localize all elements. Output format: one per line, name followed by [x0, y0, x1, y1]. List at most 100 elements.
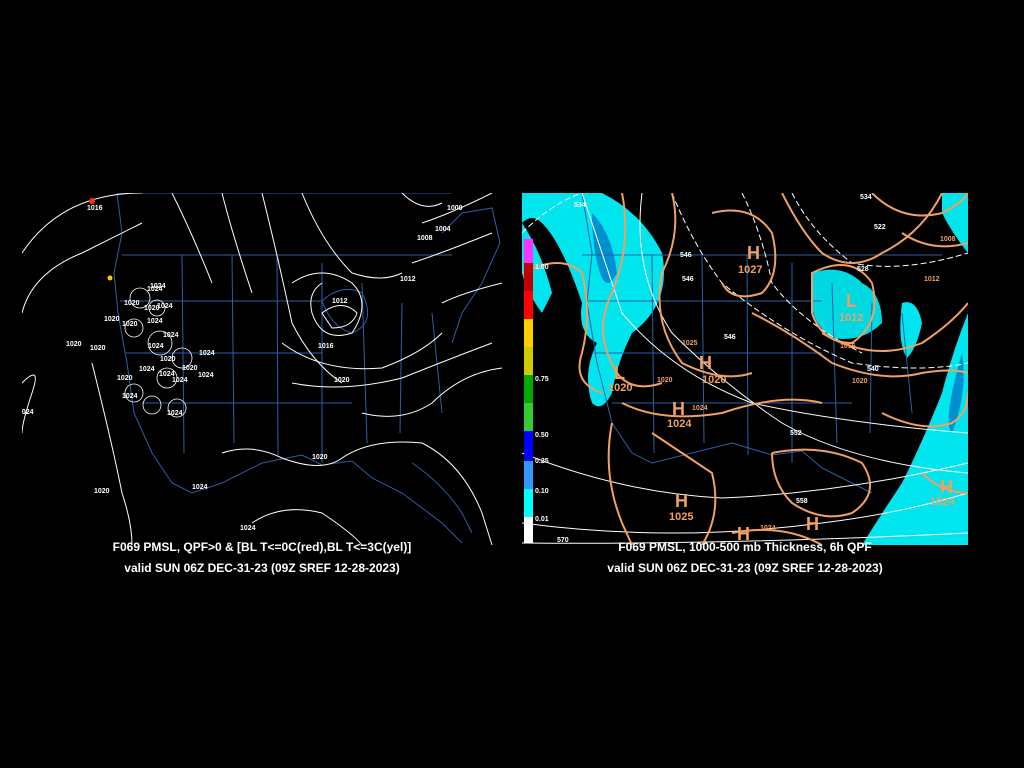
scale-label: 0.50 — [535, 432, 549, 439]
isobar-label: 1020 — [852, 378, 868, 385]
isobar-label: 1024 — [172, 377, 188, 384]
right-map-panel: 1.00 0.75 0.50 0.25 0.10 0.01 H 1027 L 1… — [522, 193, 968, 545]
isobar-label: 1020 — [122, 321, 138, 328]
yellow-precip-marker — [107, 275, 113, 281]
scale-swatch — [524, 347, 533, 375]
isobar-label: 1024 — [159, 371, 175, 378]
thickness-label: 522 — [874, 224, 886, 231]
scale-swatch — [524, 403, 533, 431]
thickness-label: 558 — [796, 498, 808, 505]
isobar-label: 1020 — [124, 300, 140, 307]
pressure-value: 1020 — [702, 374, 726, 386]
isobar-label: 1020 — [312, 454, 328, 461]
right-caption-title: F069 PMSL, 1000-500 mb Thickness, 6h QPF — [618, 540, 872, 554]
scale-swatch — [524, 375, 533, 403]
scale-swatch — [524, 461, 533, 489]
pressure-value: 1012 — [839, 312, 863, 324]
thickness-label: 528 — [857, 266, 869, 273]
qpf-color-scale: 1.00 0.75 0.50 0.25 0.10 0.01 — [524, 239, 549, 543]
left-caption-valid: valid SUN 06Z DEC-31-23 (09Z SREF 12-28-… — [124, 561, 400, 575]
thickness-label: 570 — [557, 537, 569, 544]
isobar-label: 1024 — [22, 409, 34, 416]
left-isobar-labels: 1016 1000 1004 1008 1012 1012 1016 1020 … — [22, 205, 463, 532]
scale-label: 0.75 — [535, 376, 549, 383]
isobar-label: 1020 — [160, 356, 176, 363]
scale-label: 0.25 — [535, 458, 549, 465]
right-map-svg: 1.00 0.75 0.50 0.25 0.10 0.01 H 1027 L 1… — [522, 193, 968, 545]
scale-swatch — [524, 517, 533, 543]
high-pressure-symbol: H — [737, 524, 750, 544]
isobar-label: 1020 — [117, 375, 133, 382]
isobar-label: 1008 — [940, 236, 956, 243]
isobar-label: 1024 — [148, 343, 164, 350]
thickness-label: 546 — [682, 276, 694, 283]
pressure-value: 1027 — [738, 264, 762, 276]
thickness-lines — [522, 193, 968, 544]
isobar-label: 1020 — [66, 341, 82, 348]
isobar-label: 1020 — [90, 345, 106, 352]
scale-label: 0.10 — [535, 488, 549, 495]
thickness-label: 534 — [574, 202, 586, 209]
thickness-label: 552 — [790, 430, 802, 437]
pressure-value: 1024 — [667, 418, 692, 430]
isobar-label: 1024 — [122, 393, 138, 400]
qpf-heavier-areas — [592, 213, 964, 433]
isobar-label: 1024 — [147, 286, 163, 293]
high-pressure-symbol: H — [699, 353, 712, 373]
isobar-label: 1012 — [400, 276, 416, 283]
low-pressure-symbol: L — [614, 363, 625, 383]
scale-swatch — [524, 431, 533, 461]
high-pressure-symbol: H — [940, 477, 953, 497]
isobar-label: 1020 — [182, 365, 198, 372]
isobar-label: 1024 — [199, 350, 215, 357]
left-map-panel: 1016 1000 1004 1008 1012 1012 1016 1020 … — [22, 193, 502, 545]
isobar-label: 1024 — [167, 410, 183, 417]
low-pressure-symbol: L — [846, 291, 857, 311]
isobar-label: 1024 — [163, 332, 179, 339]
scale-swatch — [524, 319, 533, 347]
isobar-label: 1016 — [318, 343, 334, 350]
isobar-label: 1012 — [332, 298, 348, 305]
isobar-label: 1024 — [157, 303, 173, 310]
pressure-centers: H 1027 L 1012 H 1024 H 1025 H 1024 H H L… — [608, 243, 955, 544]
isobar-label: 1024 — [692, 405, 708, 412]
left-isobars — [22, 193, 502, 545]
scale-label: 1.00 — [535, 264, 549, 271]
thickness-label: 546 — [680, 252, 692, 259]
high-pressure-symbol: H — [806, 514, 819, 534]
right-isobars — [522, 193, 968, 545]
isobar-label: 1020 — [657, 377, 673, 384]
isobar-label: 1020 — [94, 488, 110, 495]
scale-swatch — [524, 291, 533, 319]
isobar-label: 1020 — [104, 316, 120, 323]
pressure-value: 1025 — [669, 511, 693, 523]
isobar-label: 1016 — [87, 205, 103, 212]
left-geography — [113, 193, 501, 544]
high-pressure-symbol: H — [747, 243, 760, 263]
isobar-label: 1024 — [240, 525, 256, 532]
left-caption-title: F069 PMSL, QPF>0 & [BL T<=0C(red),BL T<=… — [112, 540, 412, 554]
isobar-label: 1024 — [198, 372, 214, 379]
thickness-label: 540 — [867, 366, 879, 373]
qpf-precip-areas — [522, 193, 968, 545]
isobar-label: 1025 — [682, 340, 698, 347]
left-isobar-blobs — [124, 287, 193, 418]
thickness-labels: 534 546 546 522 528 540 546 552 558 570 … — [557, 194, 886, 544]
isobar-label: 1012 — [924, 276, 940, 283]
isobar-label: 1024 — [147, 318, 163, 325]
isobar-label: 1016 — [840, 343, 856, 350]
thickness-label: 534 — [860, 194, 872, 201]
isobar-label: 1024 — [139, 366, 155, 373]
isobar-label: 1024 — [760, 525, 776, 532]
isobar-label: 1008 — [417, 235, 433, 242]
scale-swatch — [524, 263, 533, 291]
right-caption-valid: valid SUN 06Z DEC-31-23 (09Z SREF 12-28-… — [607, 561, 883, 575]
scale-label: 0.01 — [535, 516, 549, 523]
pressure-value: 1020 — [608, 382, 632, 394]
thickness-label: 546 — [724, 334, 736, 341]
scale-swatch — [524, 239, 533, 263]
isobar-label: 1020 — [334, 377, 350, 384]
scale-swatch — [524, 489, 533, 517]
red-precip-marker — [89, 198, 95, 204]
isobar-label: 1020 — [144, 305, 160, 312]
